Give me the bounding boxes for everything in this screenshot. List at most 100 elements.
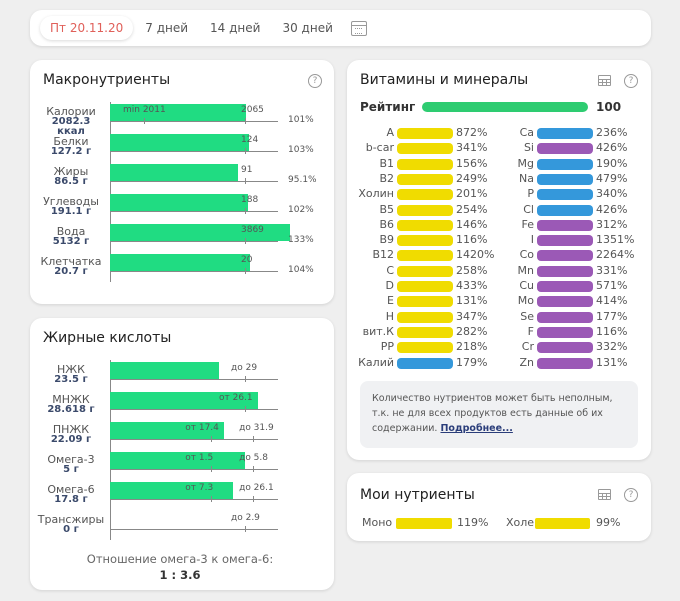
fatty-marker: от 7.3 [185,483,214,493]
vm-pct: 177% [596,309,628,323]
macro-unit: ккал [57,126,85,137]
vm-bar [537,281,593,292]
tab-30-days[interactable]: 30 дней [282,21,333,35]
vm-name: A [386,126,394,139]
vm-name: Cu [519,279,534,292]
vm-item: B5 254% [350,203,500,217]
vm-item: Na 479% [490,172,640,186]
fatty-bar [110,392,258,409]
fatty-row-label: Омега-3 5 г [32,454,110,475]
vm-bar [397,281,453,292]
fatty-bar [110,422,225,439]
help-icon[interactable]: ? [308,74,322,88]
vm-item: H 347% [350,310,500,324]
fatty-marker: до 5.8 [239,453,268,463]
vm-pct: 414% [596,294,628,308]
help-icon[interactable]: ? [624,488,638,502]
vm-pct: 258% [456,263,488,277]
tab-today[interactable]: Пт 20.11.20 [40,16,134,40]
macro-marker: 20 [241,255,253,265]
macro-bar [110,224,290,241]
macro-marker: 91 [241,165,253,175]
tab-14-days[interactable]: 14 дней [210,21,261,35]
vm-bar [397,128,453,139]
vm-bar [397,204,453,216]
vm-pct: 433% [456,279,488,292]
fatty-tick [245,376,246,382]
vm-name: B2 [379,171,394,185]
vm-bar [397,219,453,231]
vm-bar [537,296,593,308]
macro-baseline [110,181,278,182]
vm-name: D [385,279,394,292]
macro-percent: 101% [288,115,314,125]
macro-row-label: Клетчатка 20.7 г [32,256,110,277]
vm-pct: 156% [456,156,488,170]
vm-name: H [385,309,394,323]
fatty-row-label: ПНЖК 22.09 г [32,424,110,445]
macro-tick [245,178,246,184]
table-icon[interactable] [598,75,611,86]
vm-bar [397,342,453,354]
macro-bar [110,194,248,211]
fatty-marker: до 26.1 [239,483,274,493]
help-icon[interactable]: ? [624,74,638,88]
vm-name: Fe [521,217,535,231]
vm-name: b-car [365,141,394,155]
fatty-marker: от 26.1 [219,393,253,403]
vm-pct: 571% [596,279,628,292]
vm-bar [537,357,593,369]
fatty-bar [110,362,220,379]
macro-row-label: Углеводы 191.1 г [32,196,110,217]
omega-ratio-label: Отношение омега-3 к омега-6: [86,552,274,566]
vm-pct: 116% [596,324,628,338]
fatty-tick [245,406,246,412]
calendar-icon[interactable] [350,20,367,36]
fatty-tick [253,436,255,442]
note-text: Количество нутриентов может быть неполны… [372,393,613,434]
vm-pct: 332% [596,340,628,354]
my-nutrient-name: Холе [506,516,535,529]
vm-item: C 258% [350,264,500,278]
fatty-amount: 22.09 г [50,434,92,445]
macro-amount: 5132 г [52,236,90,247]
tab-7-days[interactable]: 7 дней [145,21,189,35]
my-nutrient-bar [396,518,452,529]
vm-bar [397,173,453,185]
table-icon[interactable] [598,489,611,500]
vm-name: B9 [379,233,394,247]
macro-row-label: Белки 127.2 г [32,136,110,157]
fatty-name: Омега-6 [47,483,95,496]
fatty-name: МНЖК [52,393,90,406]
macro-name: Углеводы [43,195,99,208]
fatty-marker: до 2.9 [231,513,260,523]
vm-name: Zn [519,355,534,369]
macro-tick [245,268,246,274]
vm-pct: 282% [456,324,488,338]
vm-bar [397,357,453,369]
vm-item: Co 2264% [490,248,640,262]
more-link[interactable]: Подробнее... [440,423,513,434]
fatty-amount: 5 г [63,464,79,475]
macro-amount: 20.7 г [54,266,88,277]
fatty-amount: 0 г [63,524,79,535]
vm-bar [397,235,453,247]
macro-marker: 2065 [241,105,264,115]
vm-bar [397,189,453,201]
vm-item: E 131% [350,294,500,308]
vm-bar [397,311,453,323]
vm-item: Cu 571% [490,279,640,293]
macro-marker: 3869 [241,225,264,235]
vm-name: B6 [379,217,394,231]
fatty-amount: 23.5 г [54,374,88,385]
vm-item: Fe 312% [490,218,640,232]
rating-label: Рейтинг [360,100,416,114]
vitamins-title: Витамины и минералы [360,72,529,88]
rating-value: 100 [596,100,622,114]
vm-name: Mn [517,263,534,277]
my-nutrients-title: Мои нутриенты [360,487,475,503]
vm-name: PP [380,340,394,354]
vm-pct: 1420% [456,248,495,262]
vm-pct: 254% [456,202,488,216]
vm-pct: 116% [456,233,488,247]
